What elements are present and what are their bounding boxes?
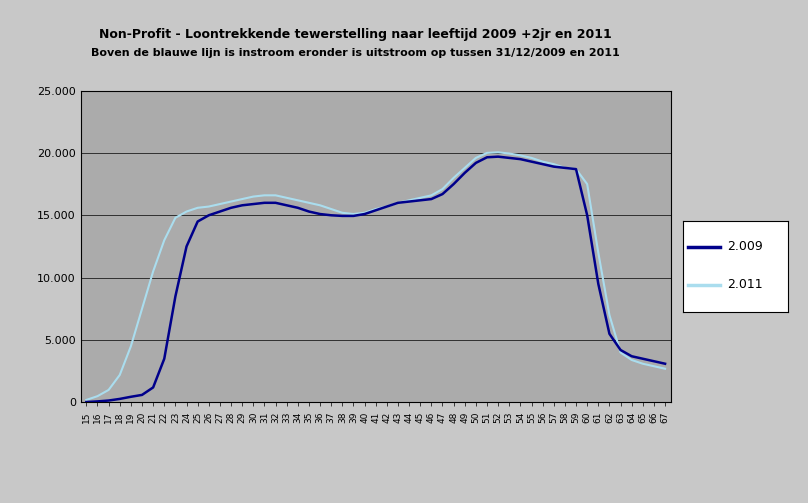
2.011 bbox=[604, 312, 614, 318]
2.011 bbox=[82, 397, 91, 403]
2.011 bbox=[660, 366, 670, 372]
2.011 bbox=[415, 195, 425, 201]
2.011 bbox=[448, 175, 458, 181]
2.009 bbox=[494, 153, 503, 159]
2.011 bbox=[238, 196, 247, 202]
2.009 bbox=[82, 399, 91, 405]
2.009 bbox=[427, 196, 436, 202]
2.009 bbox=[238, 202, 247, 208]
2.009 bbox=[604, 331, 614, 337]
2.011 bbox=[427, 192, 436, 198]
2.011 bbox=[494, 149, 503, 155]
2.009 bbox=[660, 361, 670, 367]
2.009 bbox=[538, 161, 548, 167]
Line: 2.009: 2.009 bbox=[86, 156, 665, 402]
2.009 bbox=[448, 181, 458, 187]
Text: 2.011: 2.011 bbox=[727, 278, 763, 291]
Text: 2.009: 2.009 bbox=[727, 240, 763, 253]
2.011 bbox=[538, 158, 548, 164]
Line: 2.011: 2.011 bbox=[86, 152, 665, 400]
2.009 bbox=[415, 197, 425, 203]
Text: Boven de blauwe lijn is instroom eronder is uitstroom op tussen 31/12/2009 en 20: Boven de blauwe lijn is instroom eronder… bbox=[91, 48, 620, 58]
Text: Non-Profit - Loontrekkende tewerstelling naar leeftijd 2009 +2jr en 2011: Non-Profit - Loontrekkende tewerstelling… bbox=[99, 28, 612, 41]
